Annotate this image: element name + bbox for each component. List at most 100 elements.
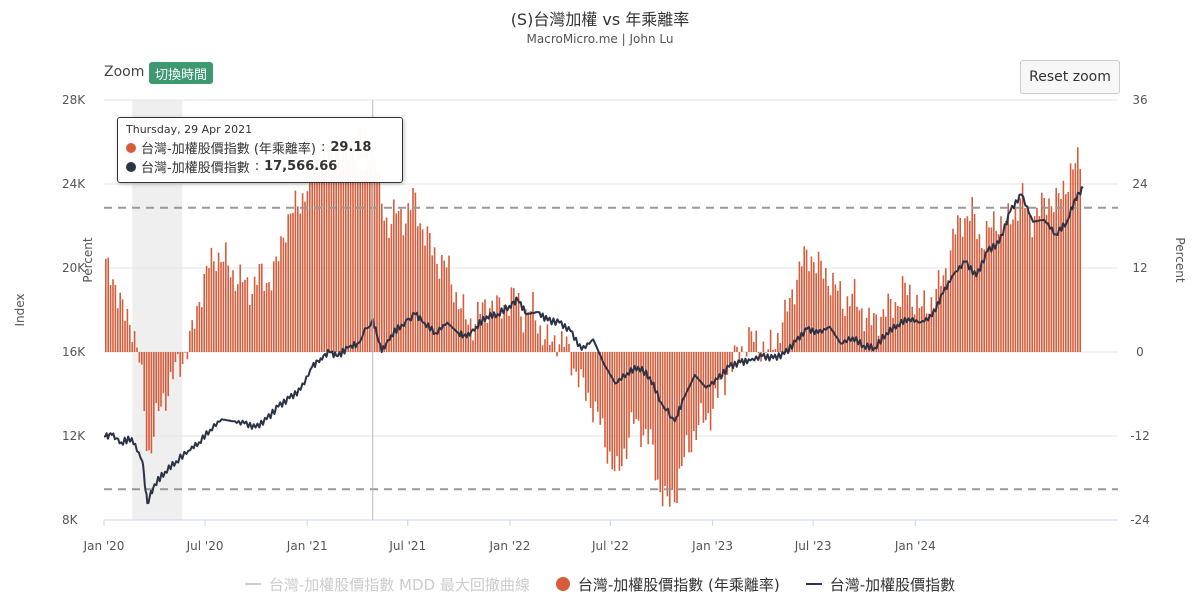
left-axis-tick-label: 16K — [62, 345, 86, 359]
deviation-bar — [189, 330, 191, 352]
legend-item-mdd[interactable]: 台灣-加權股價指數 MDD 最大回撤曲線 — [244, 574, 530, 595]
deviation-bar — [205, 265, 208, 352]
deviation-bar — [150, 352, 153, 454]
deviation-bar — [937, 270, 940, 352]
left-axis-tick-label: 28K — [62, 93, 86, 107]
deviation-bar — [810, 256, 813, 352]
zoom-toggle-badge[interactable]: 切換時間 — [149, 62, 214, 84]
deviation-bar — [659, 352, 661, 493]
deviation-bar — [568, 343, 570, 352]
deviation-bar — [184, 352, 186, 353]
deviation-bar — [827, 285, 829, 352]
deviation-bar — [995, 230, 997, 352]
deviation-bar — [157, 352, 160, 412]
deviation-bar — [357, 129, 359, 352]
deviation-bar — [1055, 187, 1057, 352]
deviation-bar — [661, 352, 664, 507]
deviation-bar — [457, 309, 460, 352]
deviation-bar — [162, 352, 165, 394]
deviation-bar — [256, 284, 258, 352]
deviation-bar — [273, 261, 275, 352]
deviation-bar — [109, 284, 112, 352]
deviation-bar — [1053, 212, 1055, 352]
deviation-bar — [561, 331, 563, 352]
deviation-bar — [153, 352, 155, 437]
legend-item-index[interactable]: 台灣-加權股價指數 — [805, 574, 955, 595]
deviation-bar — [940, 285, 942, 352]
deviation-bar — [700, 352, 702, 404]
deviation-bar — [282, 237, 285, 352]
deviation-bar — [169, 352, 172, 373]
deviation-bar — [337, 145, 340, 352]
deviation-bar — [198, 302, 201, 352]
deviation-bar — [921, 306, 923, 352]
deviation-bar — [460, 308, 462, 352]
deviation-bar — [395, 213, 397, 352]
deviation-bar — [966, 216, 969, 352]
deviation-bar — [244, 279, 246, 352]
deviation-bar — [870, 325, 873, 352]
deviation-bar — [765, 352, 767, 353]
deviation-bar — [311, 175, 313, 352]
deviation-bar — [949, 250, 952, 352]
deviation-bar — [1014, 207, 1017, 352]
deviation-bar — [577, 352, 580, 388]
deviation-bar — [436, 263, 438, 352]
deviation-bar — [853, 279, 856, 352]
deviation-bar — [225, 242, 227, 352]
deviation-bar — [558, 344, 561, 352]
deviation-bar — [539, 325, 541, 352]
deviation-bar — [988, 227, 990, 352]
deviation-bar — [323, 145, 325, 352]
deviation-bar — [1045, 214, 1048, 352]
deviation-bar — [369, 161, 371, 352]
x-axis-tick-label: Jan '20 — [83, 539, 125, 553]
left-axis-tick-label: 8K — [62, 513, 79, 527]
deviation-bar — [381, 203, 383, 352]
deviation-bar — [961, 236, 964, 352]
deviation-bar — [196, 305, 198, 352]
deviation-bar — [186, 352, 189, 360]
deviation-bar — [839, 281, 841, 352]
right-axis-tick-label: 12 — [1132, 261, 1147, 275]
deviation-bar — [203, 273, 205, 352]
x-axis-tick-label: Jan '24 — [894, 539, 936, 553]
deviation-bar — [513, 288, 515, 352]
deviation-bar — [597, 352, 599, 412]
deviation-bar — [873, 312, 875, 352]
deviation-bar — [515, 300, 517, 352]
reset-zoom-button[interactable]: Reset zoom — [1020, 60, 1120, 94]
deviation-bar — [959, 217, 961, 352]
deviation-bar — [606, 352, 609, 464]
deviation-bar — [599, 352, 601, 425]
deviation-bar — [167, 352, 169, 397]
zoom-label: Zoom — [104, 64, 145, 80]
deviation-bar — [709, 352, 712, 431]
x-axis-tick-label: Jan '21 — [286, 539, 328, 553]
deviation-bar — [378, 169, 381, 352]
deviation-bar — [265, 283, 268, 352]
deviation-bar — [637, 352, 640, 421]
legend-item-deviation[interactable]: 台灣-加權股價指數 (年乘離率) — [555, 574, 780, 595]
deviation-bar — [808, 271, 810, 352]
deviation-bar — [757, 352, 760, 354]
deviation-bar — [534, 320, 537, 352]
deviation-bar — [325, 163, 328, 352]
deviation-bar — [549, 345, 551, 352]
deviation-bar — [844, 315, 846, 352]
deviation-bar — [249, 304, 251, 352]
deviation-bar — [714, 352, 717, 389]
deviation-bar — [1005, 220, 1007, 352]
deviation-bar — [978, 234, 981, 352]
right-axis-tick-label: 0 — [1136, 345, 1144, 359]
legend-circle-icon — [555, 577, 570, 591]
deviation-bar — [309, 165, 311, 352]
deviation-bar — [861, 308, 863, 352]
x-axis-tick-label: Jul '23 — [794, 539, 832, 553]
deviation-bar — [177, 352, 179, 355]
deviation-bar — [731, 352, 733, 372]
tooltip-value-deviation: 29.18 — [330, 140, 372, 155]
deviation-bar — [546, 324, 549, 352]
deviation-bar — [690, 352, 693, 453]
legend-line-icon — [805, 583, 822, 585]
